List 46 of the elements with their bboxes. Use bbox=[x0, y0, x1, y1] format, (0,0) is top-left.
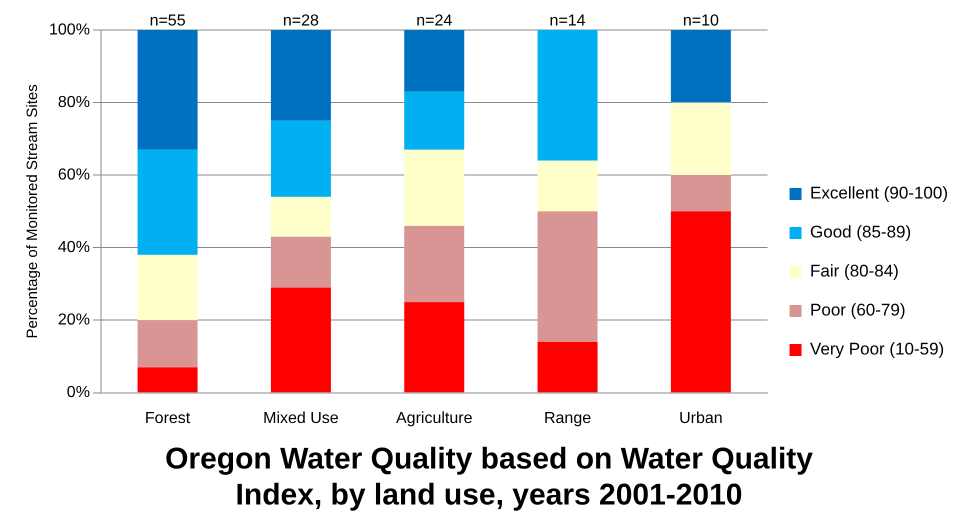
x-tick-label: Range bbox=[544, 410, 592, 427]
bar bbox=[270, 30, 331, 121]
annotation: n=28 bbox=[282, 12, 320, 30]
bar bbox=[138, 367, 198, 392]
legend-label: Good (85-89) bbox=[810, 222, 912, 242]
bar bbox=[670, 211, 731, 392]
x-tick-label: Mixed Use bbox=[263, 410, 339, 427]
bar bbox=[670, 102, 731, 176]
y-tick-label: 40% bbox=[58, 239, 90, 256]
x-tick-label: Urban bbox=[679, 410, 723, 427]
y-tick-label: 60% bbox=[58, 166, 90, 184]
annotation: n=14 bbox=[550, 12, 586, 30]
x-tick-label: Agriculture bbox=[396, 410, 473, 427]
bar bbox=[538, 160, 598, 212]
bar bbox=[404, 92, 464, 150]
bar bbox=[270, 196, 331, 237]
legend-label: Poor (60-79) bbox=[810, 300, 906, 320]
legend-label: Excellent (90-100) bbox=[810, 184, 948, 203]
bar bbox=[138, 30, 198, 150]
y-tick-label: 80% bbox=[58, 94, 90, 111]
bar bbox=[404, 30, 464, 92]
bar bbox=[404, 302, 464, 392]
bar bbox=[138, 320, 198, 368]
x-tick-label: Forest bbox=[144, 410, 191, 427]
annotation: n=55 bbox=[150, 12, 186, 30]
legend-label: Fair (80-84) bbox=[810, 262, 899, 281]
annotation: n=10 bbox=[682, 12, 719, 30]
bar bbox=[538, 211, 598, 342]
bar bbox=[538, 342, 598, 392]
bar bbox=[670, 175, 731, 212]
bar bbox=[538, 30, 598, 161]
y-tick-label: 100% bbox=[49, 21, 90, 38]
annotation: n=24 bbox=[416, 12, 452, 30]
bar bbox=[270, 236, 331, 288]
legend-label: Very Poor (10-59) bbox=[810, 340, 944, 359]
bar bbox=[270, 120, 331, 197]
bar bbox=[138, 254, 198, 320]
bar bbox=[404, 150, 464, 226]
bar bbox=[670, 30, 731, 103]
bar bbox=[404, 226, 464, 302]
text: Oregon Water Quality based on Water Quality Index, by land use, years 2001-2010 bbox=[165, 442, 814, 512]
bar bbox=[270, 288, 331, 392]
y-tick-label: 20% bbox=[58, 312, 90, 329]
y-tick-label: 0% bbox=[66, 384, 90, 402]
y-axis-title: Percentage of Monitored Stream Sites bbox=[24, 84, 42, 339]
bar bbox=[138, 150, 198, 255]
